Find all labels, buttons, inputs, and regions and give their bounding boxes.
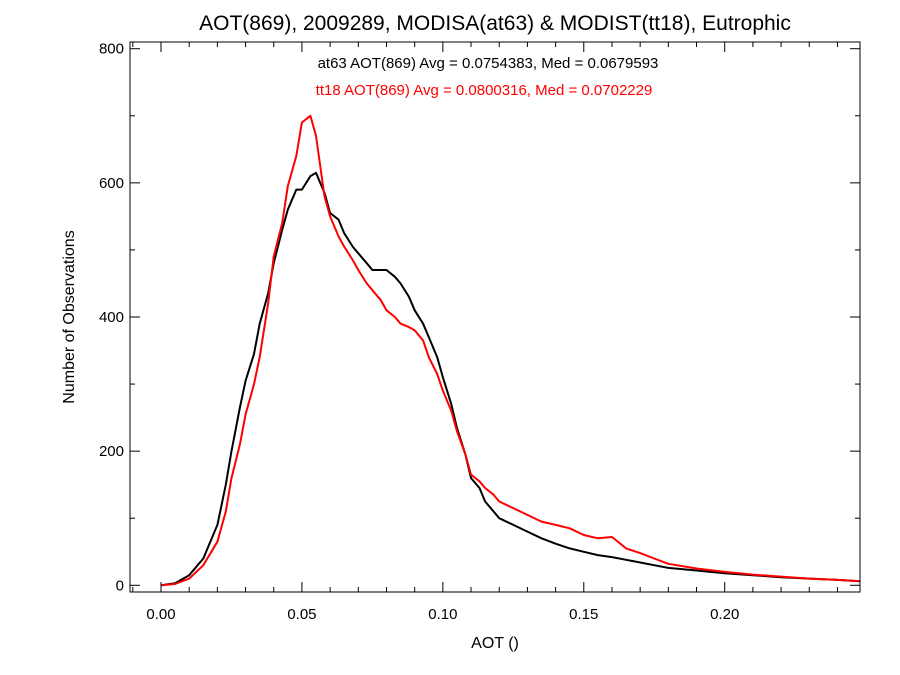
series-line-0 xyxy=(160,171,861,587)
x-axis-ticks: 0.00 0.05 0.10 0.15 0.20 xyxy=(132,42,838,623)
y-tick-label: 600 xyxy=(99,175,124,192)
x-tick-label: 0.05 xyxy=(287,606,316,623)
y-axis-ticks: 0 200 400 600 800 xyxy=(99,41,860,594)
x-axis-label: AOT () xyxy=(471,635,519,652)
x-tick-label: 0.00 xyxy=(146,606,175,623)
y-axis-label: Number of Observations xyxy=(61,230,78,403)
x-tick-label: 0.10 xyxy=(428,606,457,623)
y-tick-label: 800 xyxy=(99,41,124,58)
y-tick-label: 0 xyxy=(116,577,124,594)
y-tick-label: 200 xyxy=(99,443,124,460)
series-line-1 xyxy=(160,114,861,587)
x-tick-label: 0.15 xyxy=(569,606,598,623)
plot-series-group xyxy=(160,114,861,587)
stat-annotation-at63: at63 AOT(869) Avg = 0.0754383, Med = 0.0… xyxy=(318,55,659,72)
stat-annotation-tt18: tt18 AOT(869) Avg = 0.0800316, Med = 0.0… xyxy=(316,82,653,99)
x-tick-label: 0.20 xyxy=(710,606,739,623)
y-tick-label: 400 xyxy=(99,309,124,326)
chart-title: AOT(869), 2009289, MODISA(at63) & MODIST… xyxy=(199,12,791,35)
